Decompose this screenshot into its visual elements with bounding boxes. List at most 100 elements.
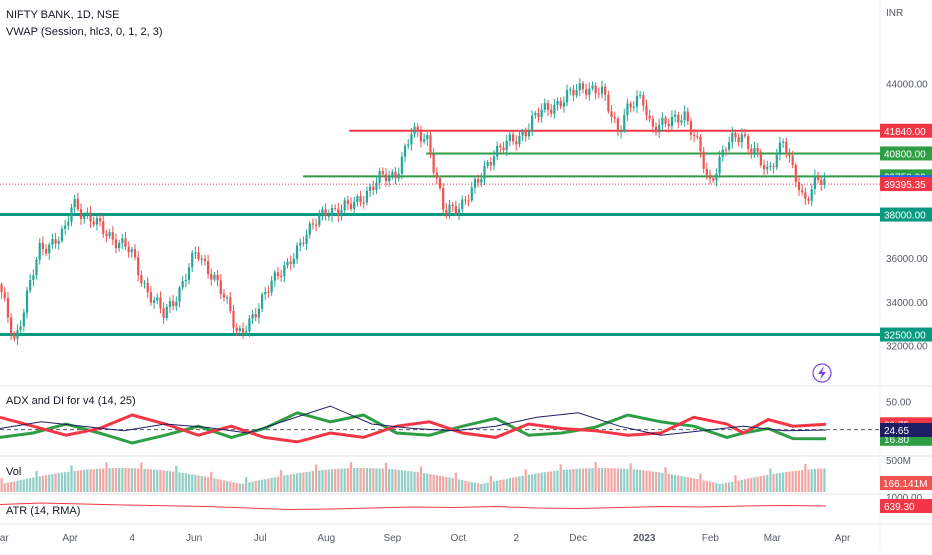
candle-body[interactable] <box>299 242 302 246</box>
candle-body[interactable] <box>121 238 124 243</box>
candle-body[interactable] <box>16 330 19 339</box>
candle-body[interactable] <box>60 228 64 241</box>
candle-body[interactable] <box>372 186 375 191</box>
volume-bar[interactable] <box>540 472 543 492</box>
candle-body[interactable] <box>172 301 175 307</box>
volume-bar[interactable] <box>330 469 334 492</box>
candle-body[interactable] <box>48 244 51 254</box>
candle-body[interactable] <box>286 261 289 266</box>
volume-bar[interactable] <box>604 468 607 492</box>
candle-body[interactable] <box>569 89 572 91</box>
volume-bar[interactable] <box>572 469 575 492</box>
candle-body[interactable] <box>79 209 83 219</box>
volume-bar[interactable] <box>48 474 51 492</box>
candle-body[interactable] <box>429 135 432 155</box>
volume-bar[interactable] <box>715 482 718 492</box>
candle-body[interactable] <box>111 232 114 240</box>
volume-bar[interactable] <box>712 482 715 492</box>
volume-bar[interactable] <box>181 472 184 492</box>
volume-bar[interactable] <box>121 468 124 492</box>
volume-bar[interactable] <box>448 477 451 492</box>
candle-body[interactable] <box>816 175 820 180</box>
candle-body[interactable] <box>769 166 772 168</box>
candle-body[interactable] <box>248 318 251 332</box>
volume-bar[interactable] <box>591 468 594 492</box>
volume-bar[interactable] <box>788 471 791 492</box>
volume-bar[interactable] <box>473 482 477 492</box>
volume-bar[interactable] <box>79 470 83 492</box>
volume-bar[interactable] <box>724 483 728 492</box>
volume-bar[interactable] <box>200 476 203 492</box>
volume-bar[interactable] <box>394 469 397 492</box>
candle-body[interactable] <box>613 117 616 119</box>
candle-body[interactable] <box>156 297 159 301</box>
candle-body[interactable] <box>591 85 594 89</box>
candle-body[interactable] <box>505 141 508 151</box>
volume-bar[interactable] <box>213 478 216 492</box>
volume-bar[interactable] <box>29 478 32 492</box>
volume-bar[interactable] <box>496 480 499 492</box>
candle-body[interactable] <box>756 148 759 152</box>
volume-bar[interactable] <box>388 469 391 492</box>
volume-bar[interactable] <box>708 481 712 492</box>
volume-bar[interactable] <box>384 462 388 492</box>
candle-body[interactable] <box>254 314 257 318</box>
volume-bar[interactable] <box>359 468 362 492</box>
volume-bar[interactable] <box>442 476 445 492</box>
adx-series-diplus[interactable] <box>0 411 827 445</box>
candle-body[interactable] <box>346 200 349 204</box>
candle-body[interactable] <box>25 290 29 313</box>
candle-body[interactable] <box>804 192 807 199</box>
volume-bar[interactable] <box>508 478 512 492</box>
candle-body[interactable] <box>210 274 213 280</box>
candle-body[interactable] <box>127 246 130 253</box>
volume-last-label[interactable]: 166.141M <box>883 479 927 490</box>
volume-bar[interactable] <box>197 475 200 492</box>
volume-bar[interactable] <box>130 468 133 492</box>
volume-bar[interactable] <box>642 470 645 492</box>
candle-body[interactable] <box>105 233 108 237</box>
volume-bar[interactable] <box>219 479 222 492</box>
candle-body[interactable] <box>137 257 140 276</box>
volume-bar[interactable] <box>559 464 562 492</box>
candle-body[interactable] <box>13 334 16 339</box>
volume-bar[interactable] <box>22 479 25 492</box>
volume-bar[interactable] <box>210 471 213 492</box>
volume-bar[interactable] <box>499 480 502 492</box>
candle-body[interactable] <box>781 141 785 143</box>
volume-bar[interactable] <box>222 480 226 492</box>
candle-body[interactable] <box>41 242 45 250</box>
candle-body[interactable] <box>473 178 477 188</box>
level-label-0[interactable]: 41840.00 <box>884 127 926 138</box>
volume-bar[interactable] <box>318 470 321 492</box>
volume-bar[interactable] <box>816 468 820 492</box>
volume-bar[interactable] <box>32 477 35 492</box>
volume-bar[interactable] <box>721 483 724 492</box>
candle-body[interactable] <box>216 274 219 281</box>
candle-body[interactable] <box>632 106 635 108</box>
candle-body[interactable] <box>823 178 826 185</box>
candle-body[interactable] <box>108 232 111 237</box>
volume-bar[interactable] <box>270 477 273 492</box>
candle-body[interactable] <box>51 239 54 245</box>
volume-bar[interactable] <box>54 473 57 492</box>
candle-body[interactable] <box>197 252 200 260</box>
candle-body[interactable] <box>168 301 172 307</box>
volume-bar[interactable] <box>146 468 149 492</box>
volume-bar[interactable] <box>16 480 19 492</box>
volume-bar[interactable] <box>295 473 299 492</box>
volume-bar[interactable] <box>260 479 264 492</box>
volume-bar[interactable] <box>521 475 524 492</box>
candle-body[interactable] <box>67 221 70 226</box>
candle-body[interactable] <box>6 298 10 318</box>
candle-body[interactable] <box>470 187 473 201</box>
volume-bar[interactable] <box>346 468 349 492</box>
volume-bar[interactable] <box>515 476 518 492</box>
volume-bar[interactable] <box>67 471 70 492</box>
volume-bar[interactable] <box>302 472 305 492</box>
candle-body[interactable] <box>178 287 181 302</box>
candle-body[interactable] <box>696 136 699 138</box>
candle-body[interactable] <box>19 326 22 331</box>
volume-bar[interactable] <box>527 474 531 492</box>
